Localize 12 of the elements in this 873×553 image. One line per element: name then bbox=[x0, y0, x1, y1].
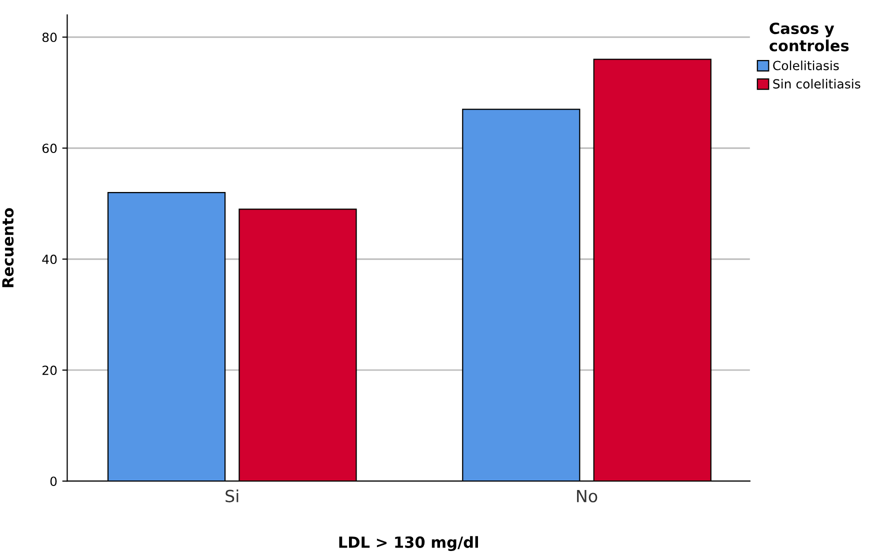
y-tick-label: 60 bbox=[42, 144, 57, 154]
x-tick-label: Si bbox=[226, 489, 238, 502]
y-tick-label: 20 bbox=[42, 366, 57, 376]
x-tick-label: No bbox=[577, 490, 598, 502]
y-tick-label: 80 bbox=[42, 32, 57, 42]
y-axis-title: Recuento bbox=[2, 208, 14, 288]
legend-label: Colelitiasis bbox=[773, 60, 839, 70]
x-axis-title: LDL > 130 mg/dl bbox=[339, 536, 478, 552]
legend-label: Sin colelitiasis bbox=[773, 78, 860, 89]
y-tick-label: 0 bbox=[50, 476, 57, 486]
legend-title: Casos y controles bbox=[770, 22, 849, 52]
y-tick-label: 40 bbox=[42, 254, 57, 264]
